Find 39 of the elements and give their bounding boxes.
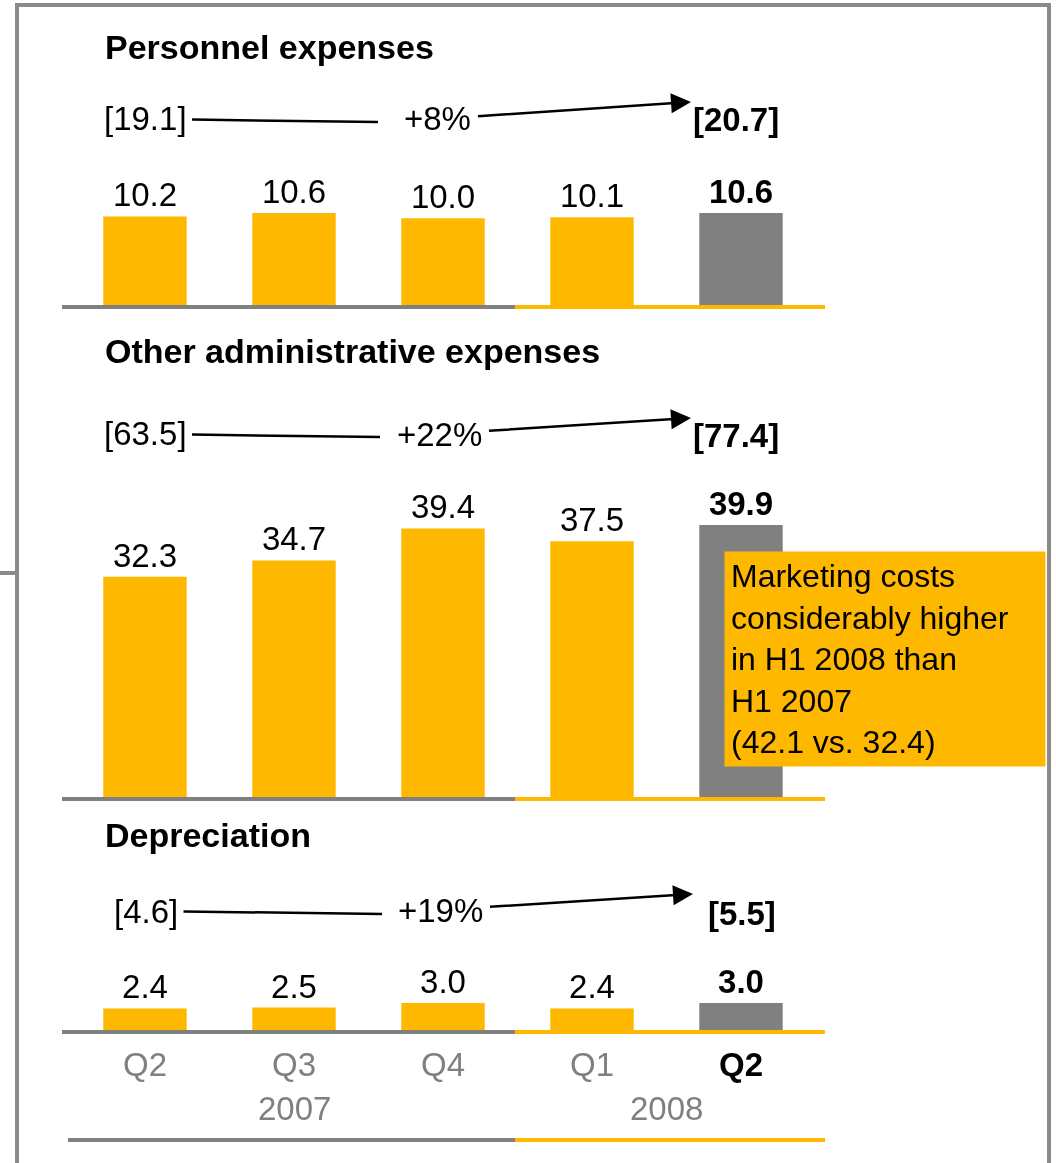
x-tick-label: Q1	[569, 1046, 615, 1083]
data-label: 39.9	[708, 485, 774, 522]
x-tick-label: Q2	[122, 1046, 168, 1083]
text: 2007	[258, 1090, 332, 1127]
data-label: 34.7	[261, 520, 327, 558]
text: +22%	[397, 416, 483, 453]
text: [20.7]	[693, 101, 780, 138]
data-label: 37.5	[559, 501, 625, 539]
text: [4.6]	[114, 893, 179, 930]
text: +8%	[404, 100, 471, 137]
chart-title: Depreciation	[105, 816, 311, 854]
chart-title: Personnel expenses	[105, 28, 434, 66]
text: 2008	[630, 1090, 704, 1127]
text: [77.4]	[693, 417, 780, 454]
data-label: 10.1	[559, 177, 625, 215]
data-label: 39.4	[410, 488, 476, 526]
text: +19%	[398, 892, 484, 929]
data-label: 32.3	[112, 536, 178, 574]
callout: Marketing costs considerably higher in H1 2008 than H1 2007 (42.1 vs. 32.4)	[724, 551, 1046, 767]
data-label: 2.4	[122, 968, 168, 1006]
text: [63.5]	[104, 415, 187, 452]
bar	[103, 576, 187, 797]
bar	[252, 560, 336, 797]
data-label: 10.2	[112, 176, 178, 214]
text: [5.5]	[708, 895, 776, 932]
data-label: 3.0	[420, 963, 466, 1000]
data-label: 2.5	[271, 967, 317, 1005]
data-label: 10.6	[261, 173, 327, 210]
x-tick-label: Q4	[420, 1046, 466, 1083]
x-tick-label: Q2	[718, 1046, 764, 1083]
data-label: 10.6	[708, 173, 774, 210]
annotation: Marketing costs considerably higher in H1 2008 than H1 2007 (42.1 vs. 32.4)	[731, 558, 1009, 761]
text: [19.1]	[104, 100, 187, 137]
data-label: 2.4	[569, 968, 615, 1006]
chart-title: Other administrative expenses	[105, 332, 601, 370]
x-tick-label: Q3	[271, 1046, 317, 1083]
data-label: 10.0	[410, 178, 476, 216]
bar	[401, 528, 485, 797]
data-label: 3.0	[718, 963, 764, 1000]
